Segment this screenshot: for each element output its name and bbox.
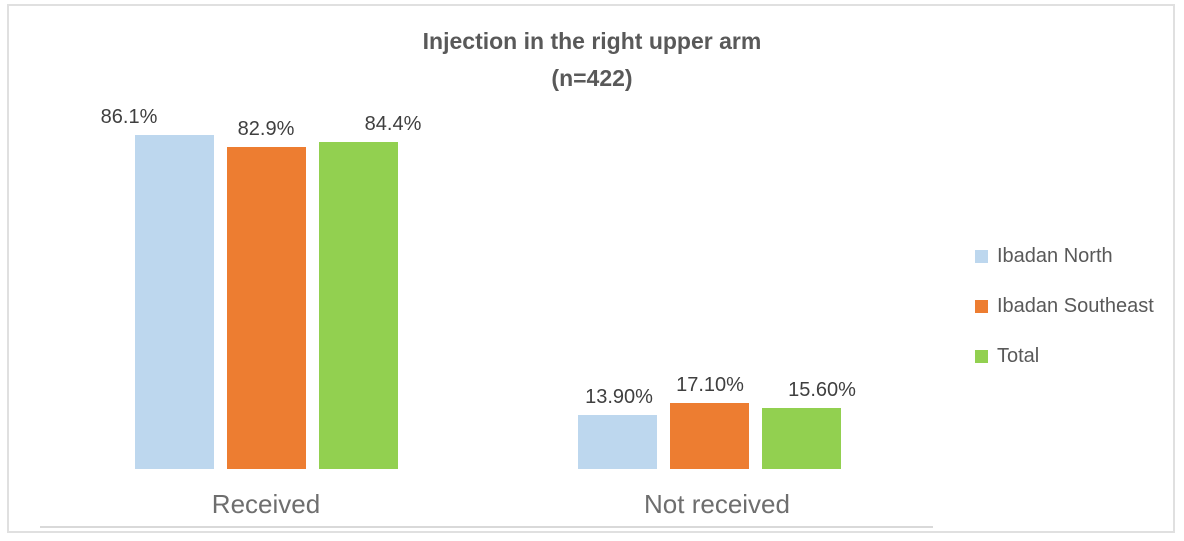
category-label-not-received: Not received [644,489,790,519]
legend-swatch-icon [975,300,988,313]
legend-swatch-icon [975,250,988,263]
chart-subtitle: (n=422) [551,65,633,91]
bar-total-not-received [761,408,841,469]
data-label: 82.9% [237,118,295,140]
bar-ibadan-southeast-received [226,147,306,469]
data-label: 84.4% [364,113,422,135]
bar-total-received [318,142,398,469]
legend-swatch-icon [975,350,988,363]
chart-title-block: Injection in the right upper arm (n=422) [0,26,1184,93]
bar-ibadan-southeast-not-received [669,403,749,469]
data-label: 15.60% [788,379,856,401]
data-label: 13.90% [585,386,653,408]
bar-ibadan-north-not-received [577,415,657,469]
legend-label: Ibadan Southeast [997,295,1154,317]
bar-ibadan-north-received [134,135,214,469]
chart-title: Injection in the right upper arm [422,28,762,54]
legend-label: Total [997,345,1040,367]
legend-label: Ibadan North [997,245,1113,267]
legend-item-total: Total [975,345,1039,368]
data-label: 86.1% [100,106,158,128]
x-axis-line [40,526,933,528]
data-label: 17.10% [676,374,744,396]
category-label-received: Received [211,489,321,519]
legend-item-ibadan-north: Ibadan North [975,245,1113,268]
legend-item-ibadan-southeast: Ibadan Southeast [975,295,1154,318]
